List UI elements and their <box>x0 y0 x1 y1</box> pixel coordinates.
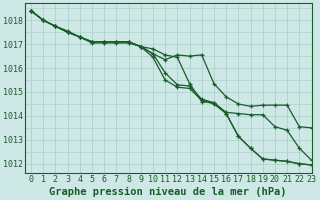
X-axis label: Graphe pression niveau de la mer (hPa): Graphe pression niveau de la mer (hPa) <box>50 186 287 197</box>
